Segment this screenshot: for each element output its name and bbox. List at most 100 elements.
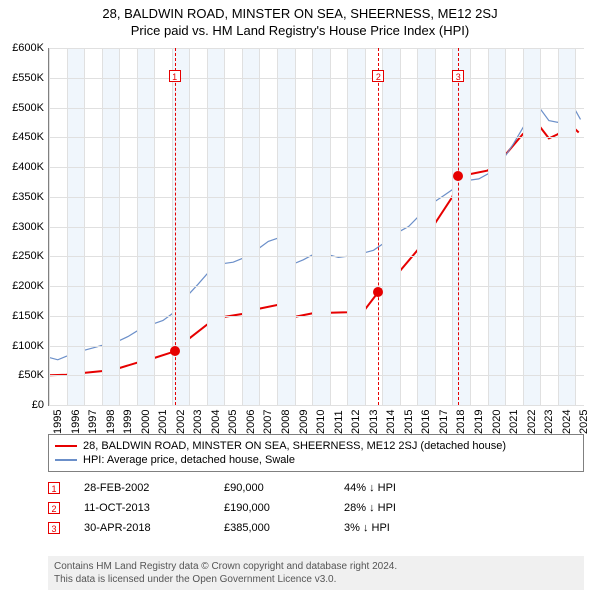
x-tick-label: 2003 <box>192 410 204 434</box>
y-tick-label: £400K <box>0 161 44 173</box>
x-tick-label: 2022 <box>526 410 538 434</box>
x-tick-label: 2008 <box>280 410 292 434</box>
sale-marker-dot <box>453 171 463 181</box>
attribution-line1: Contains HM Land Registry data © Crown c… <box>54 560 578 573</box>
x-tick-label: 2010 <box>315 410 327 434</box>
x-tick-label: 2021 <box>508 410 520 434</box>
gridline-v <box>558 48 559 405</box>
gridline-h <box>49 48 584 49</box>
x-tick-label: 2017 <box>438 410 450 434</box>
chart-subtitle: Price paid vs. HM Land Registry's House … <box>0 21 600 38</box>
gridline-h <box>49 197 584 198</box>
legend-label: 28, BALDWIN ROAD, MINSTER ON SEA, SHEERN… <box>83 440 506 452</box>
x-tick-label: 2015 <box>403 410 415 434</box>
x-tick-label: 2016 <box>420 410 432 434</box>
sale-marker-dot <box>170 346 180 356</box>
x-tick-label: 2004 <box>210 410 222 434</box>
y-tick-label: £200K <box>0 280 44 292</box>
x-tick-label: 2001 <box>157 410 169 434</box>
gridline-v <box>154 48 155 405</box>
x-tick-label: 2013 <box>368 410 380 434</box>
plot-area: 123 <box>48 48 584 406</box>
gridline-h <box>49 167 584 168</box>
sale-row-date: 30-APR-2018 <box>84 522 224 534</box>
gridline-h <box>49 78 584 79</box>
gridline-h <box>49 405 584 406</box>
y-tick-label: £600K <box>0 42 44 54</box>
sale-marker-dot <box>373 287 383 297</box>
legend-row: 28, BALDWIN ROAD, MINSTER ON SEA, SHEERN… <box>55 439 577 453</box>
sale-row-date: 28-FEB-2002 <box>84 482 224 494</box>
x-tick-label: 2000 <box>140 410 152 434</box>
legend-swatch <box>55 459 77 461</box>
chart-container: 28, BALDWIN ROAD, MINSTER ON SEA, SHEERN… <box>0 0 600 590</box>
y-tick-label: £450K <box>0 131 44 143</box>
legend-label: HPI: Average price, detached house, Swal… <box>83 454 295 466</box>
sale-row-price: £190,000 <box>224 502 344 514</box>
gridline-v <box>207 48 208 405</box>
sale-marker-box: 3 <box>452 70 464 82</box>
gridline-v <box>488 48 489 405</box>
x-tick-label: 2005 <box>227 410 239 434</box>
attribution-line2: This data is licensed under the Open Gov… <box>54 573 578 586</box>
x-tick-label: 2023 <box>543 410 555 434</box>
sale-row-marker: 2 <box>48 502 60 514</box>
legend-row: HPI: Average price, detached house, Swal… <box>55 453 577 467</box>
gridline-h <box>49 316 584 317</box>
gridline-h <box>49 256 584 257</box>
sale-row-delta: 44% ↓ HPI <box>344 482 396 494</box>
gridline-v <box>84 48 85 405</box>
gridline-v <box>505 48 506 405</box>
gridline-h <box>49 286 584 287</box>
gridline-h <box>49 375 584 376</box>
sale-row-delta: 3% ↓ HPI <box>344 522 390 534</box>
gridline-h <box>49 137 584 138</box>
sale-row-marker: 3 <box>48 522 60 534</box>
gridline-v <box>347 48 348 405</box>
x-tick-label: 2025 <box>578 410 590 434</box>
gridline-v <box>417 48 418 405</box>
gridline-v <box>540 48 541 405</box>
x-tick-label: 2012 <box>350 410 362 434</box>
y-tick-label: £550K <box>0 72 44 84</box>
gridline-h <box>49 227 584 228</box>
y-tick-label: £300K <box>0 221 44 233</box>
x-tick-label: 2019 <box>473 410 485 434</box>
sale-row-price: £90,000 <box>224 482 344 494</box>
gridline-v <box>189 48 190 405</box>
x-tick-label: 2024 <box>561 410 573 434</box>
sale-marker-box: 2 <box>372 70 384 82</box>
x-tick-label: 1998 <box>105 410 117 434</box>
chart-title: 28, BALDWIN ROAD, MINSTER ON SEA, SHEERN… <box>0 0 600 21</box>
y-tick-label: £250K <box>0 250 44 262</box>
x-tick-label: 1996 <box>70 410 82 434</box>
attribution-box: Contains HM Land Registry data © Crown c… <box>48 556 584 590</box>
gridline-h <box>49 346 584 347</box>
gridline-v <box>137 48 138 405</box>
sale-marker-line <box>458 48 459 405</box>
sale-row: 330-APR-2018£385,0003% ↓ HPI <box>48 518 584 538</box>
gridline-v <box>102 48 103 405</box>
gridline-v <box>295 48 296 405</box>
gridline-v <box>330 48 331 405</box>
sale-row-delta: 28% ↓ HPI <box>344 502 396 514</box>
gridline-v <box>382 48 383 405</box>
legend: 28, BALDWIN ROAD, MINSTER ON SEA, SHEERN… <box>48 434 584 472</box>
gridline-v <box>452 48 453 405</box>
x-tick-label: 1999 <box>122 410 134 434</box>
sale-marker-line <box>378 48 379 405</box>
gridline-v <box>277 48 278 405</box>
gridline-v <box>470 48 471 405</box>
gridline-v <box>224 48 225 405</box>
legend-swatch <box>55 445 77 447</box>
gridline-v <box>575 48 576 405</box>
x-tick-label: 2020 <box>491 410 503 434</box>
gridline-v <box>67 48 68 405</box>
y-tick-label: £150K <box>0 310 44 322</box>
gridline-v <box>400 48 401 405</box>
y-tick-label: £500K <box>0 102 44 114</box>
gridline-v <box>312 48 313 405</box>
x-tick-label: 2002 <box>175 410 187 434</box>
x-tick-label: 2006 <box>245 410 257 434</box>
y-tick-label: £50K <box>0 369 44 381</box>
